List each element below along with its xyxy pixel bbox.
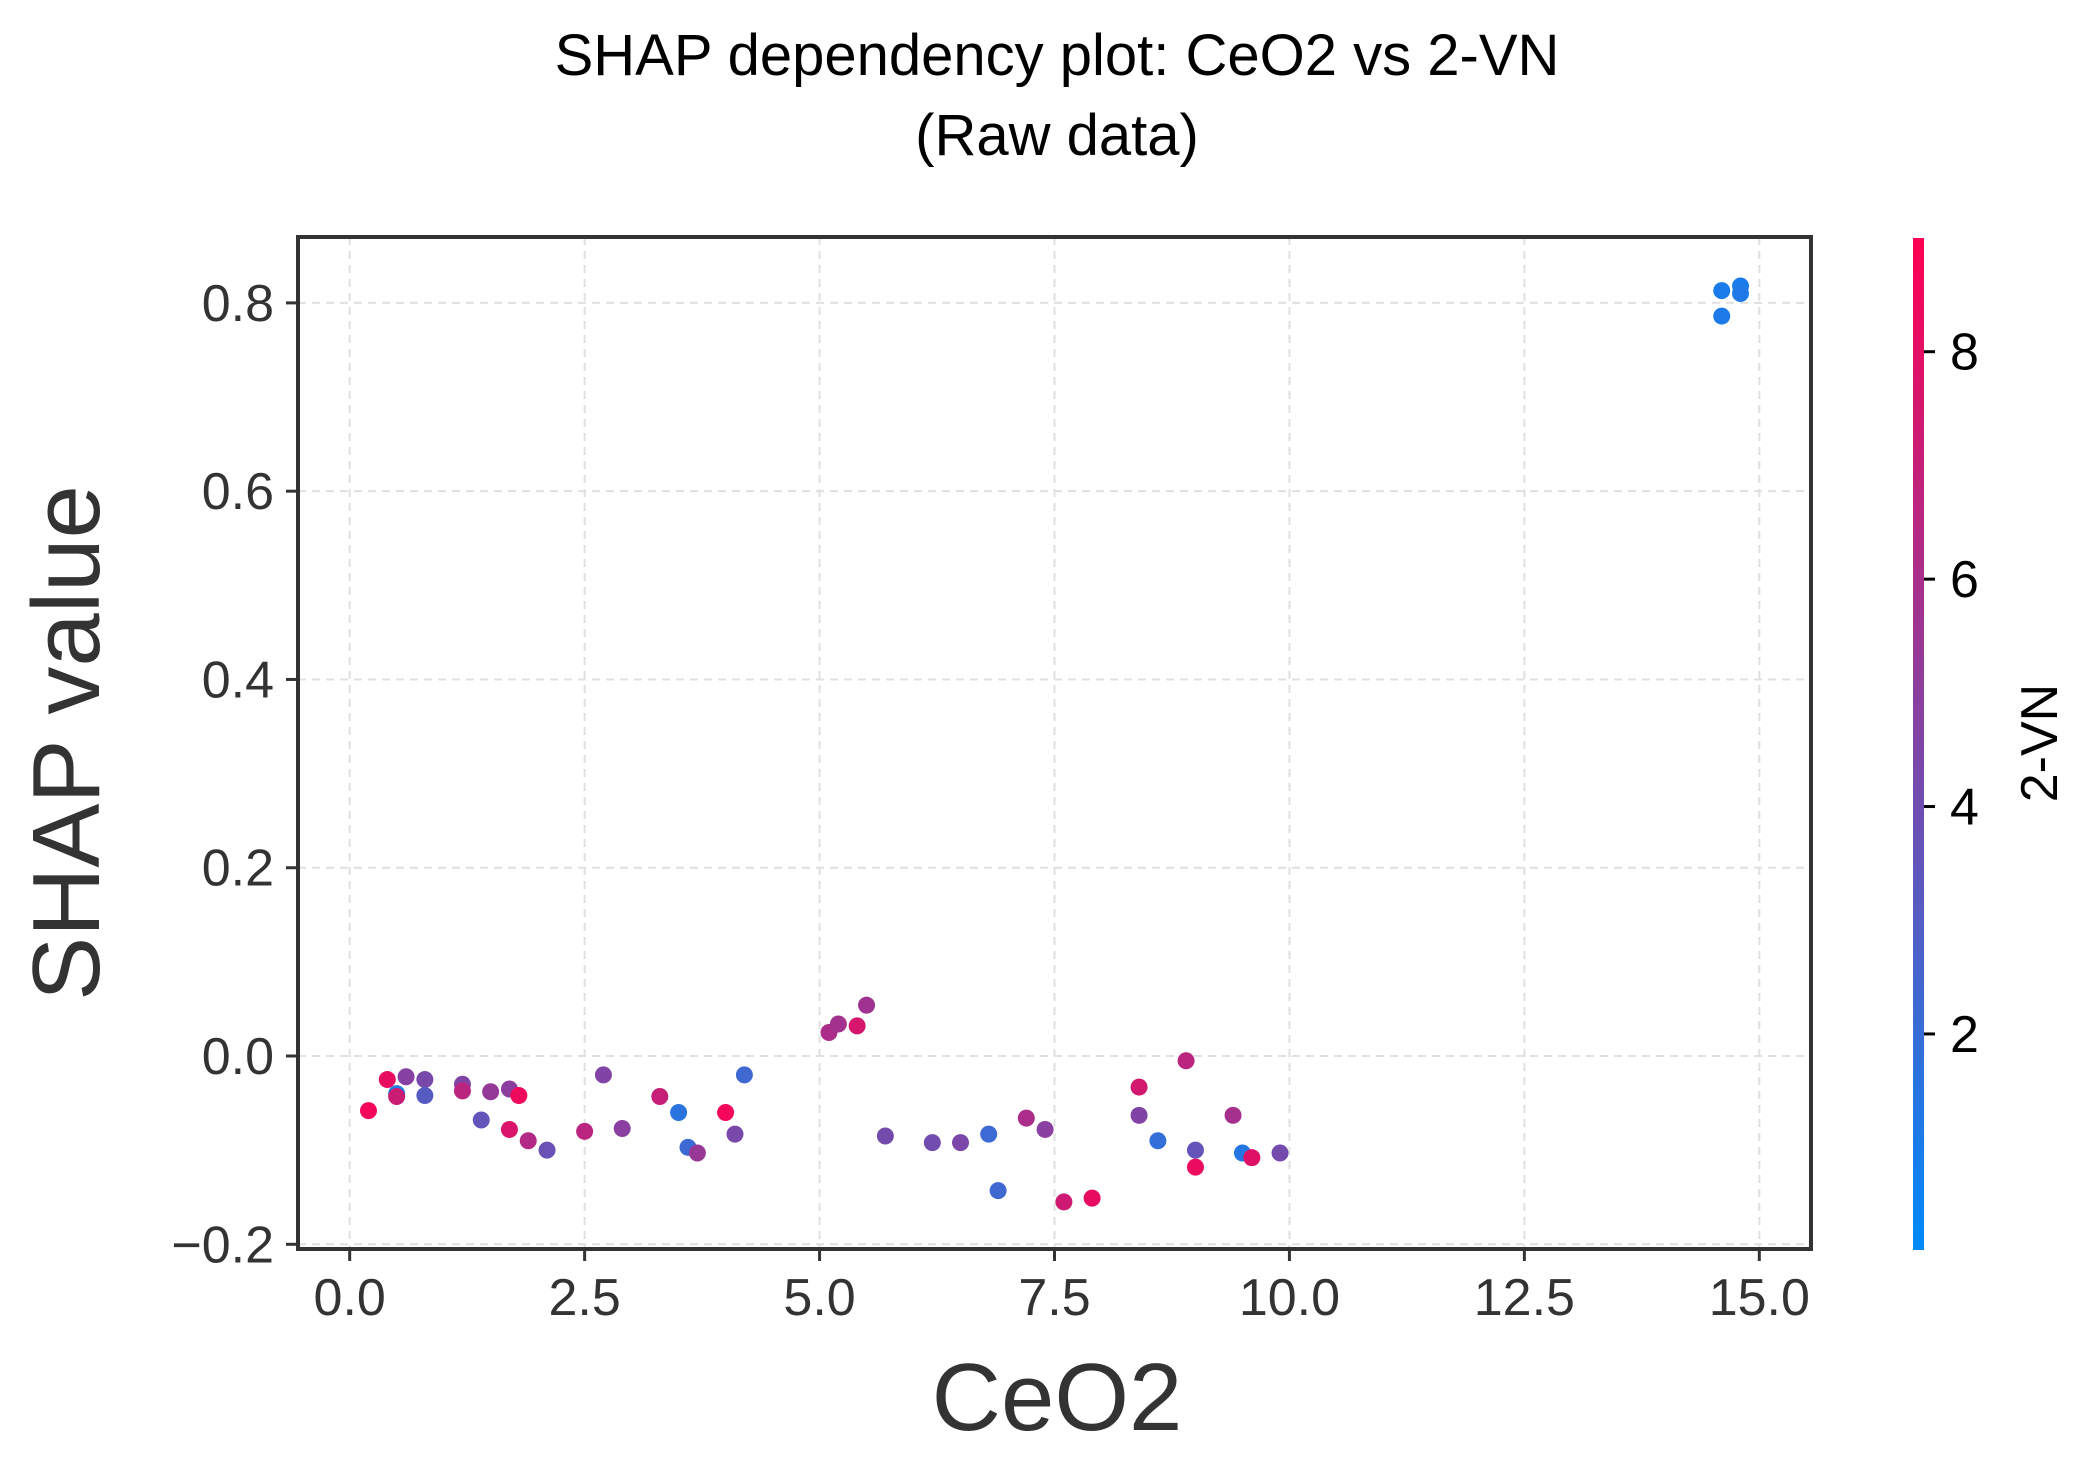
data-point <box>576 1122 594 1140</box>
data-point <box>1036 1120 1054 1138</box>
data-point <box>416 1071 434 1089</box>
data-point <box>980 1125 998 1143</box>
y-axis-label: SHAP value <box>13 485 120 1001</box>
colorbar-tick-label: 2 <box>1950 1006 1979 1064</box>
data-point <box>1243 1149 1261 1167</box>
data-point <box>613 1120 631 1138</box>
colorbar-ticks: 2 4 6 8 <box>1924 324 1979 1064</box>
data-point <box>1732 284 1750 302</box>
data-points <box>359 277 1750 1211</box>
x-tick-label: 5.0 <box>783 1269 855 1327</box>
chart-subtitle: (Raw data) <box>915 103 1199 168</box>
data-point <box>1017 1109 1035 1127</box>
data-point <box>416 1087 434 1105</box>
data-point <box>735 1066 753 1084</box>
y-tick-label: 0.0 <box>202 1028 274 1086</box>
x-tick-label: 15.0 <box>1709 1269 1810 1327</box>
x-tick-label: 0.0 <box>314 1269 386 1327</box>
data-point <box>519 1132 537 1150</box>
colorbar-tick-label: 6 <box>1950 551 1979 609</box>
data-point <box>359 1102 377 1120</box>
plot-frame <box>296 235 1813 1251</box>
data-point <box>482 1083 500 1101</box>
data-point <box>1713 307 1731 325</box>
data-point <box>397 1068 415 1086</box>
grid <box>298 237 1811 1249</box>
data-point <box>1186 1158 1204 1176</box>
y-tick-label: −0.2 <box>171 1216 274 1274</box>
data-point <box>1177 1052 1195 1070</box>
data-point <box>670 1103 688 1121</box>
y-tick-label: 0.6 <box>202 463 274 521</box>
data-point <box>848 1017 866 1035</box>
data-point <box>1271 1144 1289 1162</box>
data-point <box>989 1182 1007 1200</box>
data-point <box>858 996 876 1014</box>
data-point <box>1713 282 1731 300</box>
x-axis-label: CeO2 <box>932 1344 1183 1451</box>
chart-title: SHAP dependency plot: CeO2 vs 2-VN <box>555 23 1560 88</box>
data-point <box>876 1127 894 1145</box>
data-point <box>472 1111 490 1129</box>
data-point <box>651 1087 669 1105</box>
x-tick-label: 12.5 <box>1474 1269 1575 1327</box>
colorbar-label: 2-VN <box>2011 684 2069 802</box>
data-point <box>717 1103 735 1121</box>
data-point <box>594 1066 612 1084</box>
data-point <box>688 1144 706 1162</box>
data-point <box>1055 1193 1073 1211</box>
data-point <box>500 1120 518 1138</box>
data-point <box>1130 1078 1148 1096</box>
y-axis-ticks: −0.2 0.0 0.2 0.4 0.6 0.8 <box>171 275 298 1274</box>
data-point <box>952 1134 970 1152</box>
colorbar-tick-label: 8 <box>1950 324 1979 382</box>
colorbar-tick-label: 4 <box>1950 779 1979 837</box>
x-tick-label: 2.5 <box>548 1269 620 1327</box>
y-tick-label: 0.2 <box>202 840 274 898</box>
y-tick-label: 0.8 <box>202 275 274 333</box>
data-point <box>1130 1106 1148 1124</box>
x-tick-label: 10.0 <box>1239 1269 1340 1327</box>
x-axis-ticks: 0.0 2.5 5.0 7.5 10.0 12.5 15.0 <box>314 1249 1810 1327</box>
data-point <box>829 1015 847 1033</box>
colorbar <box>1913 238 1924 1250</box>
data-point <box>388 1087 406 1105</box>
data-point <box>510 1087 528 1105</box>
x-tick-label: 7.5 <box>1018 1269 1090 1327</box>
data-point <box>1224 1106 1242 1124</box>
data-point <box>1186 1141 1204 1159</box>
data-point <box>1149 1132 1167 1150</box>
y-tick-label: 0.4 <box>202 651 274 709</box>
data-point <box>453 1082 471 1100</box>
data-point <box>378 1071 396 1089</box>
data-point <box>726 1125 744 1143</box>
data-point <box>1083 1189 1101 1207</box>
data-point <box>923 1134 941 1152</box>
data-point <box>538 1141 556 1159</box>
